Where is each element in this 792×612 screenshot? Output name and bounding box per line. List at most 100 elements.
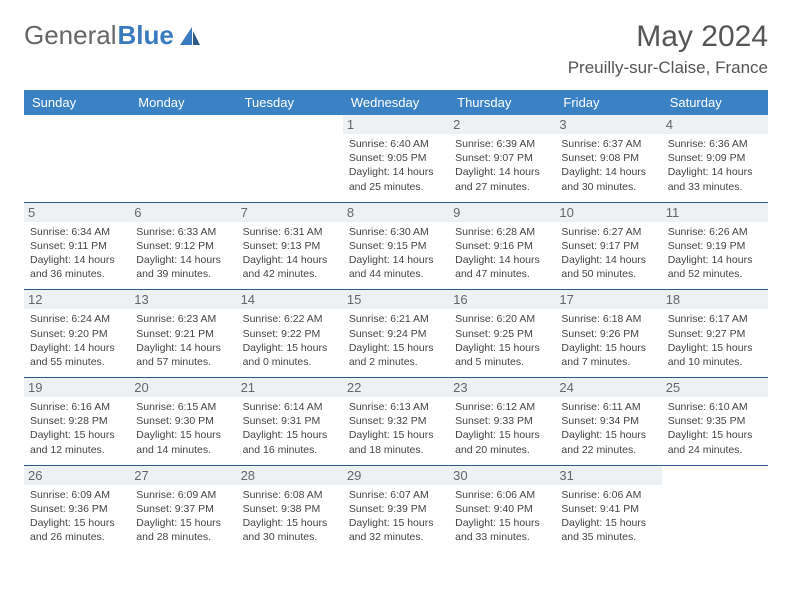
day-info: Sunrise: 6:09 AMSunset: 9:37 PMDaylight:…	[136, 488, 230, 545]
day-info: Sunrise: 6:08 AMSunset: 9:38 PMDaylight:…	[243, 488, 337, 545]
day-info: Sunrise: 6:30 AMSunset: 9:15 PMDaylight:…	[349, 225, 443, 282]
calendar-day-cell: 1Sunrise: 6:40 AMSunset: 9:05 PMDaylight…	[343, 115, 449, 202]
weekday-header: Tuesday	[237, 90, 343, 115]
day-number: 26	[24, 466, 130, 485]
calendar-day-cell: 11Sunrise: 6:26 AMSunset: 9:19 PMDayligh…	[662, 202, 768, 290]
logo-sail-icon	[178, 25, 202, 47]
day-info: Sunrise: 6:37 AMSunset: 9:08 PMDaylight:…	[561, 137, 655, 194]
calendar-day-cell: 21Sunrise: 6:14 AMSunset: 9:31 PMDayligh…	[237, 378, 343, 466]
day-number: 10	[555, 203, 661, 222]
calendar-day-cell: 20Sunrise: 6:15 AMSunset: 9:30 PMDayligh…	[130, 378, 236, 466]
day-number: 17	[555, 290, 661, 309]
weekday-header: Sunday	[24, 90, 130, 115]
day-number: 28	[237, 466, 343, 485]
calendar-day-cell: 3 Sunrise: 6:37 AMSunset: 9:08 PMDaylight…	[555, 115, 661, 202]
day-number: 16	[449, 290, 555, 309]
day-number: 12	[24, 290, 130, 309]
logo: General Blue	[24, 20, 202, 51]
day-number: 9	[449, 203, 555, 222]
day-number: 8	[343, 203, 449, 222]
weekday-header: Wednesday	[343, 90, 449, 115]
day-info: Sunrise: 6:12 AMSunset: 9:33 PMDaylight:…	[455, 400, 549, 457]
day-info: Sunrise: 6:34 AMSunset: 9:11 PMDaylight:…	[30, 225, 124, 282]
calendar-day-cell: 8 Sunrise: 6:30 AMSunset: 9:15 PMDaylight…	[343, 202, 449, 290]
calendar-day-cell: 10 Sunrise: 6:27 AMSunset: 9:17 PMDayligh…	[555, 202, 661, 290]
day-info: Sunrise: 6:06 AMSunset: 9:40 PMDaylight:…	[455, 488, 549, 545]
day-info: Sunrise: 6:40 AMSunset: 9:05 PMDaylight:…	[349, 137, 443, 194]
day-info: Sunrise: 6:17 AMSunset: 9:27 PMDaylight:…	[668, 312, 762, 369]
day-number: 4	[662, 115, 768, 134]
calendar-day-cell: 26 Sunrise: 6:09 AMSunset: 9:36 PMDayligh…	[24, 465, 130, 552]
calendar-table: SundayMondayTuesdayWednesdayThursdayFrid…	[24, 90, 768, 552]
calendar-day-cell: 29Sunrise: 6:07 AMSunset: 9:39 PMDayligh…	[343, 465, 449, 552]
month-title: May 2024	[568, 20, 768, 54]
location: Preuilly-sur-Claise, France	[568, 58, 768, 78]
day-info: Sunrise: 6:39 AMSunset: 9:07 PMDaylight:…	[455, 137, 549, 194]
calendar-week-row: 12 Sunrise: 6:24 AMSunset: 9:20 PMDayligh…	[24, 290, 768, 378]
day-info: Sunrise: 6:28 AMSunset: 9:16 PMDaylight:…	[455, 225, 549, 282]
calendar-header-row: SundayMondayTuesdayWednesdayThursdayFrid…	[24, 90, 768, 115]
calendar-day-cell: 5 Sunrise: 6:34 AMSunset: 9:11 PMDaylight…	[24, 202, 130, 290]
day-number: 25	[662, 378, 768, 397]
day-number: 29	[343, 466, 449, 485]
calendar-day-cell: 30 Sunrise: 6:06 AMSunset: 9:40 PMDayligh…	[449, 465, 555, 552]
day-number: 7	[237, 203, 343, 222]
calendar-week-row: 1Sunrise: 6:40 AMSunset: 9:05 PMDaylight…	[24, 115, 768, 202]
day-info: Sunrise: 6:14 AMSunset: 9:31 PMDaylight:…	[243, 400, 337, 457]
day-info: Sunrise: 6:21 AMSunset: 9:24 PMDaylight:…	[349, 312, 443, 369]
day-info: Sunrise: 6:24 AMSunset: 9:20 PMDaylight:…	[30, 312, 124, 369]
day-info: Sunrise: 6:16 AMSunset: 9:28 PMDaylight:…	[30, 400, 124, 457]
day-number: 30	[449, 466, 555, 485]
calendar-day-cell: 27 Sunrise: 6:09 AMSunset: 9:37 PMDayligh…	[130, 465, 236, 552]
day-number: 3	[555, 115, 661, 134]
day-info: Sunrise: 6:33 AMSunset: 9:12 PMDaylight:…	[136, 225, 230, 282]
weekday-header: Thursday	[449, 90, 555, 115]
day-info: Sunrise: 6:09 AMSunset: 9:36 PMDaylight:…	[30, 488, 124, 545]
day-number: 24	[555, 378, 661, 397]
day-number: 22	[343, 378, 449, 397]
day-number: 6	[130, 203, 236, 222]
day-number: 2	[449, 115, 555, 134]
calendar-week-row: 5 Sunrise: 6:34 AMSunset: 9:11 PMDaylight…	[24, 202, 768, 290]
logo-text-blue: Blue	[118, 20, 174, 51]
calendar-day-cell: 15 Sunrise: 6:21 AMSunset: 9:24 PMDayligh…	[343, 290, 449, 378]
day-info: Sunrise: 6:10 AMSunset: 9:35 PMDaylight:…	[668, 400, 762, 457]
calendar-week-row: 26 Sunrise: 6:09 AMSunset: 9:36 PMDayligh…	[24, 465, 768, 552]
day-number: 31	[555, 466, 661, 485]
calendar-day-cell: 25 Sunrise: 6:10 AMSunset: 9:35 PMDayligh…	[662, 378, 768, 466]
day-number: 23	[449, 378, 555, 397]
calendar-week-row: 19 Sunrise: 6:16 AMSunset: 9:28 PMDayligh…	[24, 378, 768, 466]
day-info: Sunrise: 6:31 AMSunset: 9:13 PMDaylight:…	[243, 225, 337, 282]
day-number: 5	[24, 203, 130, 222]
calendar-day-cell	[130, 115, 236, 202]
calendar-day-cell	[237, 115, 343, 202]
day-info: Sunrise: 6:06 AMSunset: 9:41 PMDaylight:…	[561, 488, 655, 545]
day-info: Sunrise: 6:22 AMSunset: 9:22 PMDaylight:…	[243, 312, 337, 369]
calendar-day-cell: 12 Sunrise: 6:24 AMSunset: 9:20 PMDayligh…	[24, 290, 130, 378]
calendar-day-cell: 31 Sunrise: 6:06 AMSunset: 9:41 PMDayligh…	[555, 465, 661, 552]
calendar-day-cell: 7 Sunrise: 6:31 AMSunset: 9:13 PMDaylight…	[237, 202, 343, 290]
day-number: 19	[24, 378, 130, 397]
day-number: 27	[130, 466, 236, 485]
day-number: 11	[662, 203, 768, 222]
day-info: Sunrise: 6:36 AMSunset: 9:09 PMDaylight:…	[668, 137, 762, 194]
weekday-header: Monday	[130, 90, 236, 115]
calendar-day-cell	[24, 115, 130, 202]
calendar-day-cell: 24 Sunrise: 6:11 AMSunset: 9:34 PMDayligh…	[555, 378, 661, 466]
day-info: Sunrise: 6:27 AMSunset: 9:17 PMDaylight:…	[561, 225, 655, 282]
logo-text-general: General	[24, 20, 117, 51]
calendar-day-cell: 13Sunrise: 6:23 AMSunset: 9:21 PMDayligh…	[130, 290, 236, 378]
calendar-day-cell: 2 Sunrise: 6:39 AMSunset: 9:07 PMDaylight…	[449, 115, 555, 202]
calendar-day-cell: 17 Sunrise: 6:18 AMSunset: 9:26 PMDayligh…	[555, 290, 661, 378]
title-block: May 2024 Preuilly-sur-Claise, France	[568, 20, 768, 78]
day-number: 14	[237, 290, 343, 309]
header: General Blue May 2024 Preuilly-sur-Clais…	[24, 20, 768, 78]
day-info: Sunrise: 6:11 AMSunset: 9:34 PMDaylight:…	[561, 400, 655, 457]
calendar-day-cell: 22Sunrise: 6:13 AMSunset: 9:32 PMDayligh…	[343, 378, 449, 466]
calendar-day-cell: 9 Sunrise: 6:28 AMSunset: 9:16 PMDaylight…	[449, 202, 555, 290]
weekday-header: Friday	[555, 90, 661, 115]
day-info: Sunrise: 6:18 AMSunset: 9:26 PMDaylight:…	[561, 312, 655, 369]
calendar-day-cell: 18Sunrise: 6:17 AMSunset: 9:27 PMDayligh…	[662, 290, 768, 378]
day-number: 13	[130, 290, 236, 309]
day-number: 15	[343, 290, 449, 309]
